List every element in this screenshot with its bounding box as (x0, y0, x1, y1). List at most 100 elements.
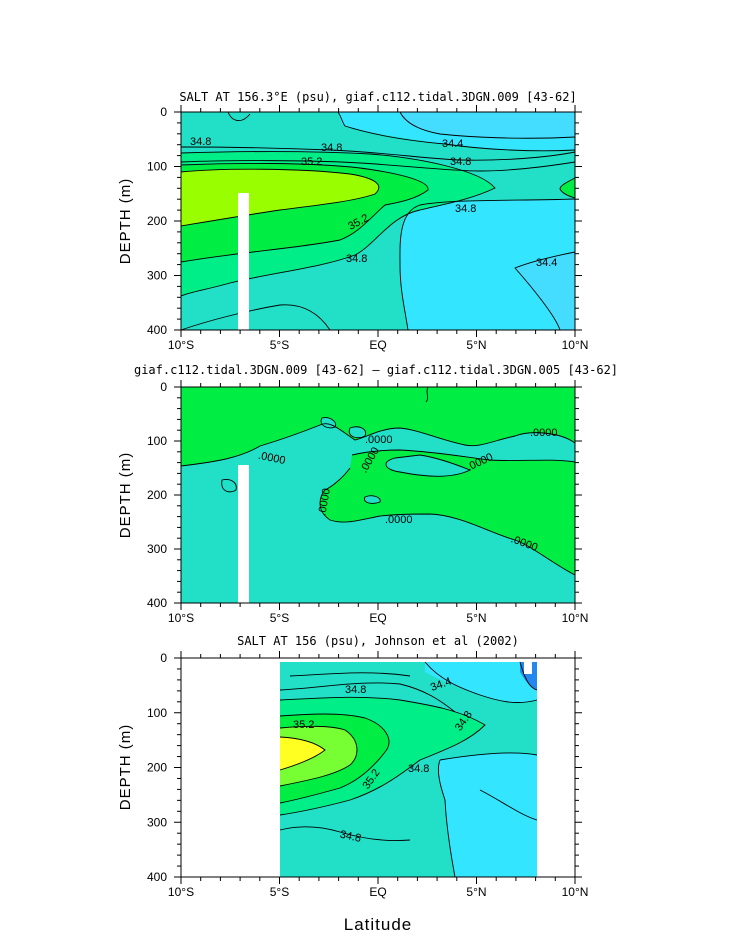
panel-2-negative-pocket (349, 426, 366, 438)
panel-3-contour-7 (437, 759, 456, 878)
panel-1-blank-bar (238, 193, 249, 330)
panel-2-contour-1 (180, 423, 576, 467)
panel-1-contour-label: 35.2 (301, 156, 322, 168)
panel-2-contour-label: .0000 (385, 514, 413, 526)
y-tick-label: 200 (147, 214, 167, 228)
x-tick-label: 5°S (270, 338, 289, 352)
panel-1-fresh-bottom (399, 199, 575, 330)
panel-3-contour-6 (439, 752, 538, 761)
panel-2-negative-pocket (364, 495, 381, 504)
x-tick-label: EQ (369, 885, 386, 899)
panel-2: giaf.c112.tidal.3DGN.009 [43-62] – giaf.… (117, 363, 618, 625)
panel-1-contour-label: 34.8 (321, 142, 342, 154)
panel-1-y-axis-label: DEPTH (m) (117, 178, 134, 265)
y-tick-label: 0 (160, 380, 167, 394)
panel-3-title: SALT AT 156 (psu), Johnson et al (2002) (237, 634, 519, 648)
panel-1-fresh-bottom-inner (515, 252, 575, 330)
panel-3-missing-data-notch (524, 662, 532, 674)
panel-2-contour-label: .0000 (257, 450, 286, 467)
panel-1-plot (180, 111, 576, 331)
x-tick-label: 10°N (562, 338, 589, 352)
panel-1-contour-9 (399, 111, 576, 139)
y-tick-label: 100 (147, 160, 167, 174)
y-tick-label: 300 (147, 815, 167, 829)
panel-1-contour-13 (559, 177, 576, 199)
panel-3-contour-1 (279, 696, 486, 816)
x-tick-label: 5°N (466, 338, 486, 352)
panel-2-blank-bar (238, 465, 249, 603)
panel-3-axes: 10°S 5°S EQ 5°N 10°N 0 100 200 300 400 (147, 651, 588, 899)
panel-3-y-axis-label: DEPTH (m) (117, 724, 134, 811)
panel-1-contour-7 (399, 198, 576, 331)
y-tick-label: 300 (147, 269, 167, 283)
panel-1-contour-11 (227, 111, 251, 121)
panel-2-negative-pocket (221, 479, 237, 492)
panel-3-fresh-top (425, 662, 537, 703)
panel-2-contour-5 (320, 417, 337, 429)
x-tick-label: 10°S (168, 885, 194, 899)
x-tick-label: 5°N (466, 885, 486, 899)
panel-3-contour-12 (479, 789, 538, 821)
panel-2-negative-pocket (385, 455, 470, 477)
panel-2-contour-label: .0000 (316, 487, 333, 516)
y-tick-label: 100 (147, 434, 167, 448)
panel-1-contour-label: 34.8 (450, 156, 471, 168)
panel-2-positive-region (181, 387, 575, 575)
x-tick-label: 10°S (168, 611, 194, 625)
panel-2-title: giaf.c112.tidal.3DGN.009 [43-62] – giaf.… (134, 363, 618, 377)
panel-3-contour-label: 35.2 (293, 719, 314, 731)
y-tick-label: 400 (147, 323, 167, 337)
panel-2-contour-3 (319, 467, 576, 576)
panel-2-contour-label: .0000 (530, 427, 558, 439)
panel-2-axes: 10°S 5°S EQ 5°N 10°N 0 100 200 300 400 (147, 380, 588, 625)
y-tick-label: 0 (160, 651, 167, 665)
y-tick-label: 0 (160, 105, 167, 119)
panel-1-contour-3 (180, 163, 429, 206)
x-tick-label: 5°N (466, 611, 486, 625)
panel-2-y-axis-label: DEPTH (m) (117, 452, 134, 539)
panel-1-contour-8 (337, 111, 576, 152)
panel-2-contour-7 (221, 479, 237, 493)
panel-1-contour-upper (180, 160, 576, 172)
panel-2-contour-4 (385, 454, 472, 477)
panel-1-fresh-top-inner (400, 112, 575, 139)
x-tick-label: 10°S (168, 338, 194, 352)
panel-1-contour-label: 34.8 (455, 203, 476, 215)
panel-1-contour-12 (180, 304, 331, 331)
panel-2-contour-9 (425, 386, 429, 403)
x-tick-label: 10°N (562, 611, 589, 625)
y-tick-label: 100 (147, 706, 167, 720)
y-tick-label: 400 (147, 596, 167, 610)
x-tick-label: 5°S (270, 885, 289, 899)
panel-3-contour-11 (289, 672, 411, 677)
panel-3: SALT AT 156 (psu), Johnson et al (2002) (117, 634, 588, 899)
x-tick-label: 5°S (270, 611, 289, 625)
panel-1-contour-10 (514, 251, 576, 331)
panel-3-contour-5 (424, 661, 538, 703)
panel-2-contour-8 (364, 495, 381, 504)
y-tick-label: 400 (147, 870, 167, 884)
panel-1-title: SALT AT 156.3°E (psu), giaf.c112.tidal.3… (179, 90, 576, 104)
panel-1-contour-label: 34.4 (442, 138, 463, 150)
panel-1-axes: 10°S 5°S EQ 5°N 10°N 0 100 200 300 400 (147, 105, 588, 352)
x-tick-label: 10°N (562, 885, 589, 899)
panel-1-contour-label: 34.8 (346, 253, 367, 265)
panel-3-contour-8 (279, 682, 456, 713)
panel-3-contour-2 (279, 713, 390, 804)
x-tick-label: EQ (369, 611, 386, 625)
panel-3-contour-4 (279, 736, 326, 771)
panel-3-contour-3 (279, 725, 358, 787)
panel-3-plot (180, 657, 576, 878)
panel-2-contour-6 (348, 426, 366, 439)
y-tick-label: 200 (147, 761, 167, 775)
y-tick-label: 300 (147, 542, 167, 556)
panel-3-contour-9 (279, 826, 411, 841)
panel-1-contour-label: 34.8 (190, 136, 211, 148)
x-tick-label: EQ (369, 338, 386, 352)
panel-1-contour-5 (180, 204, 386, 263)
panel-3-max-core (280, 737, 325, 770)
panel-3-contour-label: 34.8 (339, 829, 362, 845)
panel-1-contour-label: 34.4 (536, 257, 557, 269)
panel-1-contour-top (180, 146, 576, 161)
